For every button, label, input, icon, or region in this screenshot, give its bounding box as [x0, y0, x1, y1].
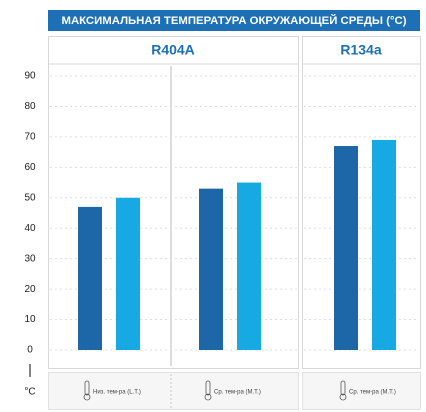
- x-tick-label: Низ. тем-ра (L.T.): [93, 390, 141, 396]
- y-tick-label: 90: [24, 71, 36, 82]
- bar: [116, 197, 140, 350]
- thermometer-icon: [83, 393, 91, 401]
- y-tick-label: 20: [24, 284, 36, 295]
- footer-box: [302, 372, 421, 410]
- panel-title: R404A: [151, 42, 195, 58]
- y-tick-label: 80: [24, 101, 36, 112]
- thermometer-icon: [340, 380, 346, 396]
- bar: [199, 188, 223, 350]
- thermometer-icon: [204, 393, 212, 401]
- x-tick-label: Ср. тем-ра (M.T.): [349, 390, 396, 396]
- panel-title: R134a: [340, 42, 381, 58]
- y-tick-label: 0: [27, 345, 33, 356]
- bar: [78, 206, 102, 350]
- bar: [334, 146, 358, 350]
- y-tick-label: 30: [24, 253, 36, 264]
- panel-frame: [302, 36, 421, 369]
- y-tick-label: 10: [24, 314, 36, 325]
- thermometer-icon: [339, 393, 347, 401]
- chart-title: МАКСИМАЛЬНАЯ ТЕМПЕРАТУРА ОКРУЖАЮЩЕЙ СРЕД…: [62, 14, 407, 27]
- x-tick-label: Ср. тем-ра (M.T.): [214, 390, 261, 396]
- y-tick-label: 50: [24, 192, 36, 203]
- footer-box: [48, 372, 299, 410]
- title-banner: [48, 10, 420, 31]
- thermometer-icon: [205, 380, 211, 396]
- bar: [237, 182, 261, 350]
- thermometer-icon: [84, 380, 90, 396]
- y-tick-label: 70: [24, 132, 36, 143]
- y-tick-label: 60: [24, 162, 36, 173]
- y-tick-label: 40: [24, 223, 36, 234]
- bar: [372, 139, 396, 350]
- y-unit: °C: [24, 387, 35, 398]
